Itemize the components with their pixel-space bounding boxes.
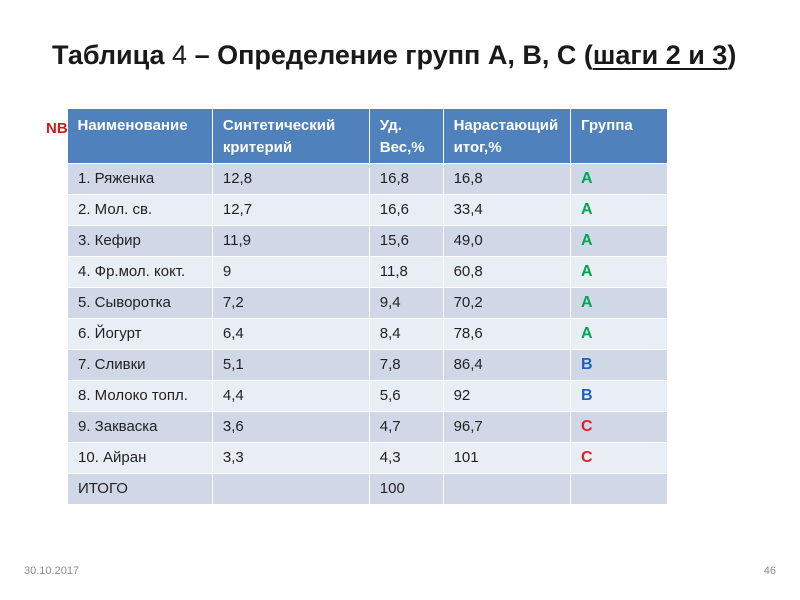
nb-label: NB: [46, 120, 68, 137]
cell-cumulative: 78,6: [442, 318, 572, 350]
table-row: 4. Фр.мол. кокт. 9 11,8 60,8 A: [67, 256, 668, 288]
table-row: 2. Мол. св. 12,7 16,6 33,4 A: [67, 194, 668, 226]
cell-synthetic-criterion: 5,1: [211, 349, 370, 381]
cell-share: 4,7: [368, 411, 444, 443]
table-row: 7. Сливки 5,1 7,8 86,4 B: [67, 349, 668, 381]
cell-group: B: [570, 349, 668, 381]
title-middle: – Определение групп А, В, С (: [187, 40, 593, 70]
cell-cumulative: 70,2: [442, 287, 572, 319]
cell-name: 9. Закваска: [67, 411, 213, 443]
footer-date: 30.10.2017: [24, 565, 80, 577]
cell-cumulative: 86,4: [442, 349, 572, 381]
cell-share: 16,6: [368, 194, 444, 226]
cell-group: C: [570, 411, 668, 443]
cell-synthetic-criterion: 3,3: [211, 442, 370, 474]
cell-cumulative: 101: [442, 442, 572, 474]
table-header-row: Наименование Синтетический критерий Уд. …: [67, 109, 668, 164]
cell-group: A: [570, 225, 668, 257]
cell-name: 7. Сливки: [67, 349, 213, 381]
cell-share: 8,4: [368, 318, 444, 350]
cell-group: A: [570, 318, 668, 350]
title-steps: шаги 2 и 3: [592, 40, 728, 70]
cell-name: 2. Мол. св.: [67, 194, 213, 226]
table-row: ИТОГО 100: [67, 473, 668, 505]
cell-name: 1. Ряженка: [67, 163, 213, 195]
cell-synthetic-criterion: 4,4: [211, 380, 370, 412]
cell-name: 5. Сыворотка: [67, 287, 213, 319]
cell-share: 9,4: [368, 287, 444, 319]
table-row: 8. Молоко топл. 4,4 5,6 92 B: [67, 380, 668, 412]
cell-group: A: [570, 287, 668, 319]
cell-synthetic-criterion: 12,8: [211, 163, 370, 195]
cell-share: 7,8: [368, 349, 444, 381]
cell-cumulative: 33,4: [442, 194, 572, 226]
cell-synthetic-criterion: 7,2: [211, 287, 370, 319]
table-row: 6. Йогурт 6,4 8,4 78,6 A: [67, 318, 668, 350]
cell-cumulative: 60,8: [442, 256, 572, 288]
cell-share: 5,6: [368, 380, 444, 412]
cell-synthetic-criterion: 9: [211, 256, 370, 288]
header-name: Наименование: [67, 109, 213, 164]
cell-cumulative: [442, 473, 572, 505]
header-share: Уд. Вес,%: [369, 109, 444, 164]
cell-synthetic-criterion: 3,6: [211, 411, 370, 443]
cell-name: 8. Молоко топл.: [67, 380, 213, 412]
cell-synthetic-criterion: 6,4: [211, 318, 370, 350]
cell-share: 100: [368, 473, 444, 505]
cell-synthetic-criterion: 12,7: [211, 194, 370, 226]
title-number: 4: [172, 40, 188, 70]
cell-name: 10. Айран: [67, 442, 213, 474]
cell-group: C: [570, 442, 668, 474]
table-row: 1. Ряженка 12,8 16,8 16,8 A: [67, 163, 668, 195]
table-row: 5. Сыворотка 7,2 9,4 70,2 A: [67, 287, 668, 319]
table-row: 9. Закваска 3,6 4,7 96,7 C: [67, 411, 668, 443]
cell-name: ИТОГО: [67, 473, 213, 505]
table-body: 1. Ряженка 12,8 16,8 16,8 A 2. Мол. св. 12,7 16…: [67, 163, 668, 505]
slide-title: Таблица 4 – Определение групп А, В, С (ш…: [52, 34, 772, 76]
cell-group: B: [570, 380, 668, 412]
header-synthetic-criterion: Синтетический критерий: [212, 109, 370, 164]
cell-name: 3. Кефир: [67, 225, 213, 257]
cell-name: 4. Фр.мол. кокт.: [67, 256, 213, 288]
cell-group: A: [570, 163, 668, 195]
footer-page-number: 46: [763, 565, 776, 577]
cell-share: 11,8: [368, 256, 444, 288]
table-row: 10. Айран 3,3 4,3 101 C: [67, 442, 668, 474]
cell-synthetic-criterion: 11,9: [211, 225, 370, 257]
abc-table: Наименование Синтетический критерий Уд. …: [67, 109, 668, 505]
cell-cumulative: 49,0: [442, 225, 572, 257]
cell-share: 4,3: [368, 442, 444, 474]
title-suffix: ): [727, 40, 737, 70]
cell-cumulative: 92: [442, 380, 572, 412]
cell-cumulative: 96,7: [442, 411, 572, 443]
cell-synthetic-criterion: [211, 473, 370, 505]
cell-name: 6. Йогурт: [67, 318, 213, 350]
title-prefix: Таблица: [52, 40, 173, 70]
cell-share: 16,8: [368, 163, 444, 195]
cell-group: [570, 473, 668, 505]
header-group: Группа: [570, 109, 668, 164]
cell-share: 15,6: [368, 225, 444, 257]
cell-cumulative: 16,8: [442, 163, 572, 195]
header-cumulative: Нарастающий итог,%: [443, 109, 572, 164]
cell-group: A: [570, 256, 668, 288]
cell-group: A: [570, 194, 668, 226]
table-row: 3. Кефир 11,9 15,6 49,0 A: [67, 225, 668, 257]
